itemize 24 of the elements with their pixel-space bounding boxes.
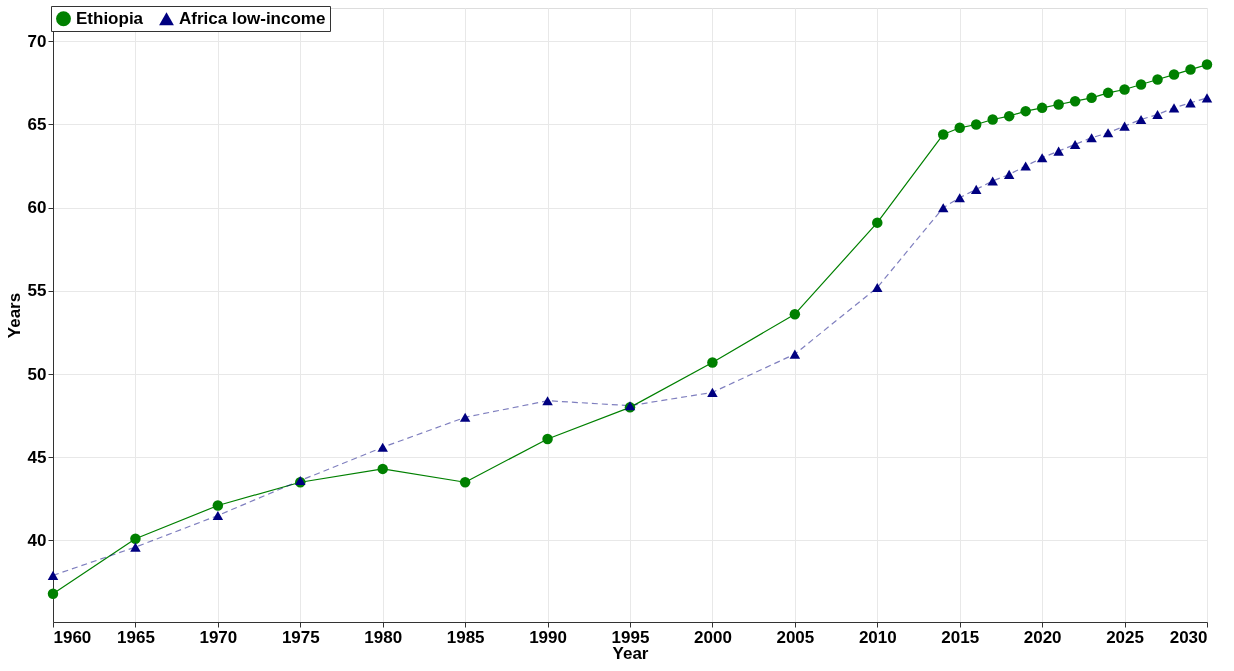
y-tick-label: 60	[27, 198, 47, 218]
x-tick-label: 2005	[776, 627, 815, 647]
x-tick-label: 1990	[529, 627, 567, 647]
x-tick-label: 2010	[858, 627, 897, 647]
x-tick-label: 1970	[199, 627, 238, 647]
y-axis-title: Years	[4, 292, 24, 339]
y-tick-label: 40	[27, 530, 47, 550]
y-tick-label: 50	[27, 364, 47, 384]
x-tick-label: 1960	[53, 627, 92, 647]
x-tick-label: 2000	[694, 627, 732, 647]
x-tick-label: 2025	[1106, 627, 1144, 647]
y-tick-label: 70	[27, 31, 47, 51]
x-tick-label: 2030	[1169, 627, 1208, 647]
y-tick-label: 55	[27, 281, 47, 301]
legend-label: Africa low-income	[179, 8, 326, 28]
x-tick-label: 2015	[941, 627, 980, 647]
x-tick-label: 1975	[281, 627, 320, 647]
x-tick-label: 2020	[1023, 627, 1062, 647]
x-tick-label: 1965	[117, 627, 155, 647]
y-tick-label: 45	[27, 447, 47, 467]
x-tick-label: 1980	[364, 627, 403, 647]
legend-label: Ethiopia	[76, 8, 144, 28]
y-tick-label: 65	[27, 114, 47, 134]
x-tick-label: 1985	[446, 627, 485, 647]
